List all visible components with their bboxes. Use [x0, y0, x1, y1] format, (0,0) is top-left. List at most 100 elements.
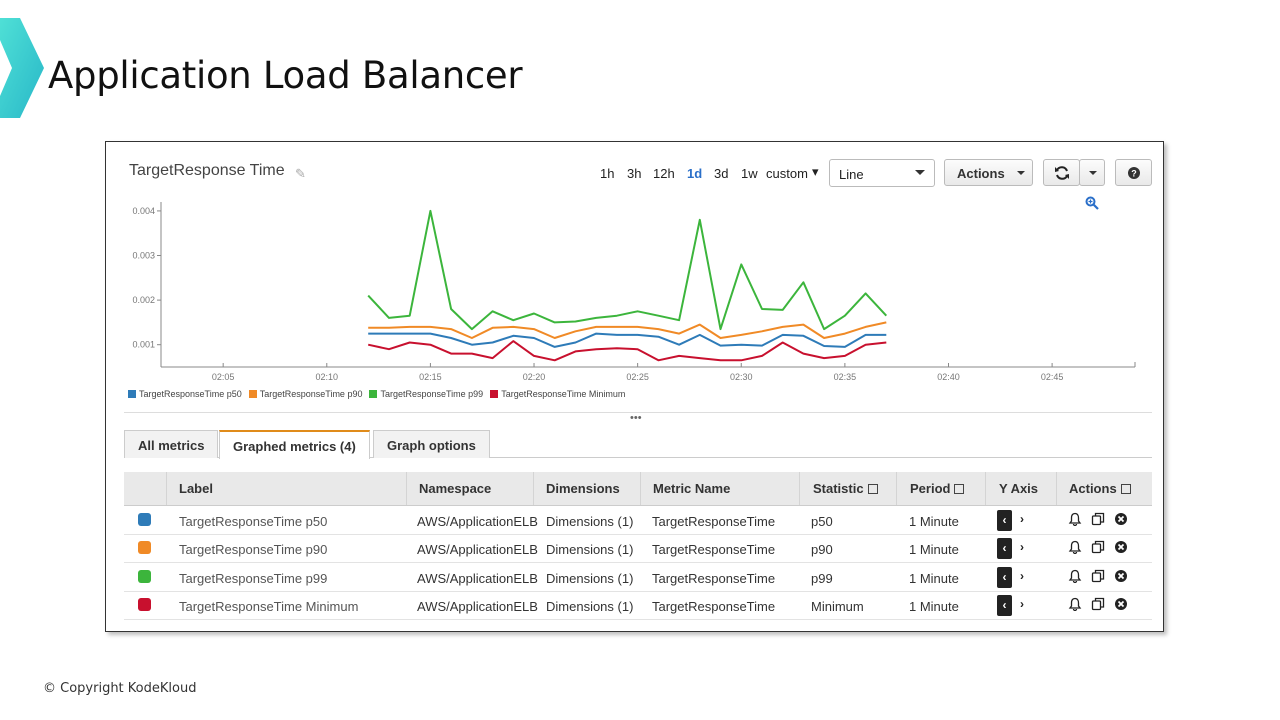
- remove-icon[interactable]: [1114, 540, 1128, 554]
- chart-type-value: Line: [839, 167, 864, 182]
- pencil-icon[interactable]: ✎: [295, 166, 306, 181]
- period-select[interactable]: 1 Minute: [909, 598, 959, 614]
- series-color-swatch[interactable]: [138, 541, 151, 555]
- help-button[interactable]: ?: [1115, 159, 1152, 186]
- tab-graph-options[interactable]: Graph options: [373, 430, 490, 458]
- range-1d[interactable]: 1d: [687, 166, 703, 181]
- range-3h[interactable]: 3h: [627, 166, 642, 181]
- chevron-right-icon[interactable]: ›: [1020, 512, 1024, 526]
- chevron-right-icon[interactable]: ›: [1020, 596, 1024, 611]
- bell-icon[interactable]: [1068, 512, 1082, 527]
- chevron-down-icon: [1017, 171, 1025, 175]
- chevron-right-icon[interactable]: ›: [1020, 540, 1024, 555]
- metric-label[interactable]: TargetResponseTime p99: [179, 570, 328, 586]
- series-color-swatch[interactable]: [138, 597, 151, 611]
- series-color-swatch[interactable]: [138, 513, 151, 526]
- chevron-left-icon[interactable]: ‹: [997, 538, 1012, 560]
- chevron-left-icon[interactable]: ‹: [997, 510, 1012, 531]
- header-actions[interactable]: Actions: [1069, 481, 1131, 496]
- chevron-left-icon[interactable]: ‹: [997, 594, 1012, 616]
- metric-name-cell: TargetResponseTime: [652, 514, 776, 529]
- table-header: Label Namespace Dimensions Metric Name S…: [124, 472, 1152, 506]
- namespace-cell: AWS/ApplicationELB: [417, 570, 538, 586]
- bell-icon[interactable]: [1068, 540, 1082, 555]
- chevron-down-icon: [915, 170, 925, 175]
- dimensions-link[interactable]: Dimensions (1): [546, 542, 634, 558]
- legend-item: TargetResponseTime p99: [369, 389, 483, 399]
- header-period[interactable]: Period: [910, 481, 965, 496]
- magnifier-icon[interactable]: [1085, 196, 1099, 210]
- chart-type-select[interactable]: Line: [829, 159, 935, 187]
- dimensions-link[interactable]: Dimensions (1): [546, 598, 634, 614]
- header-metric-name[interactable]: Metric Name: [653, 481, 731, 496]
- range-custom[interactable]: custom: [766, 166, 808, 181]
- header-y-axis[interactable]: Y Axis: [999, 481, 1039, 496]
- graph-title: TargetResponse Time: [129, 162, 285, 179]
- header-statistic[interactable]: Statistic: [813, 481, 878, 496]
- copy-icon[interactable]: [1091, 569, 1105, 583]
- range-1h[interactable]: 1h: [600, 166, 615, 181]
- actions-button[interactable]: Actions: [944, 159, 1033, 186]
- metric-label[interactable]: TargetResponseTime p50: [179, 514, 328, 529]
- tab-all-metrics[interactable]: All metrics: [124, 430, 219, 458]
- x-tick-label: 02:35: [834, 372, 857, 382]
- statistic-select[interactable]: p90: [811, 542, 833, 558]
- sort-icon: [867, 483, 878, 494]
- chevron-left-icon[interactable]: ‹: [997, 566, 1012, 588]
- legend-label: TargetResponseTime p90: [259, 389, 363, 399]
- resize-handle[interactable]: •••: [630, 412, 642, 424]
- period-select[interactable]: 1 Minute: [909, 570, 959, 586]
- legend-label: TargetResponseTime Minimum: [501, 389, 626, 399]
- refresh-options-button[interactable]: [1079, 159, 1105, 186]
- chart-legend: TargetResponseTime p50 TargetResponseTime…: [128, 389, 632, 399]
- bell-icon[interactable]: [1068, 597, 1082, 611]
- kodekloud-logo: [0, 18, 44, 118]
- dimensions-link[interactable]: Dimensions (1): [546, 514, 634, 529]
- range-12h[interactable]: 12h: [653, 166, 675, 181]
- table-row: TargetResponseTime p90 AWS/ApplicationELB…: [124, 534, 1152, 564]
- y-tick-label: 0.003: [132, 251, 155, 261]
- sort-icon: [954, 483, 965, 494]
- metric-label[interactable]: TargetResponseTime Minimum: [179, 598, 359, 614]
- metric-label[interactable]: TargetResponseTime p90: [179, 542, 328, 558]
- x-tick-label: 02:05: [212, 372, 235, 382]
- dimensions-link[interactable]: Dimensions (1): [546, 570, 634, 586]
- namespace-cell: AWS/ApplicationELB: [417, 598, 538, 614]
- remove-icon[interactable]: [1114, 512, 1128, 526]
- statistic-select[interactable]: p50: [811, 514, 833, 529]
- statistic-select[interactable]: p99: [811, 570, 833, 586]
- range-3d[interactable]: 3d: [714, 166, 729, 181]
- svg-text:?: ?: [1131, 169, 1137, 179]
- legend-item: TargetResponseTime Minimum: [490, 389, 625, 399]
- table-row: TargetResponseTime p50 AWS/ApplicationELB…: [124, 506, 1152, 535]
- remove-icon[interactable]: [1114, 569, 1128, 583]
- x-tick-label: 02:10: [316, 372, 339, 382]
- x-tick-label: 02:25: [626, 372, 649, 382]
- copy-icon[interactable]: [1091, 512, 1105, 526]
- legend-swatch: [369, 390, 378, 398]
- statistic-select[interactable]: Minimum: [811, 598, 864, 614]
- tab-graphed-metrics[interactable]: Graphed metrics (4): [219, 430, 370, 459]
- legend-swatch: [490, 390, 499, 398]
- table-row: TargetResponseTime p99 AWS/ApplicationELB…: [124, 563, 1152, 592]
- period-select[interactable]: 1 Minute: [909, 542, 959, 558]
- copy-icon[interactable]: [1091, 540, 1105, 554]
- legend-item: TargetResponseTime p50: [128, 389, 242, 399]
- header-label[interactable]: Label: [179, 481, 213, 496]
- x-tick-label: 02:15: [419, 372, 442, 382]
- table-row: TargetResponseTime Minimum AWS/Applicatio…: [124, 591, 1152, 620]
- series-line: [368, 321, 887, 339]
- copy-icon[interactable]: [1091, 597, 1105, 611]
- series-color-swatch[interactable]: [138, 569, 151, 583]
- chevron-right-icon[interactable]: ›: [1020, 568, 1024, 583]
- line-chart: 0.001 0.002 0.003 0.004 02:05 02:10 02:15 02:20…: [132, 202, 1136, 382]
- header-dimensions[interactable]: Dimensions: [546, 481, 620, 496]
- header-namespace[interactable]: Namespace: [419, 481, 492, 496]
- slide-title: Application Load Balancer: [48, 54, 523, 97]
- cloudwatch-screenshot: TargetResponse Time ✎ 1h 3h 12h 1d 3d 1w custo…: [105, 141, 1164, 632]
- period-select[interactable]: 1 Minute: [909, 514, 959, 529]
- bell-icon[interactable]: [1068, 569, 1082, 583]
- remove-icon[interactable]: [1114, 597, 1128, 611]
- range-1w[interactable]: 1w: [741, 166, 758, 181]
- namespace-cell: AWS/ApplicationELB: [417, 542, 538, 558]
